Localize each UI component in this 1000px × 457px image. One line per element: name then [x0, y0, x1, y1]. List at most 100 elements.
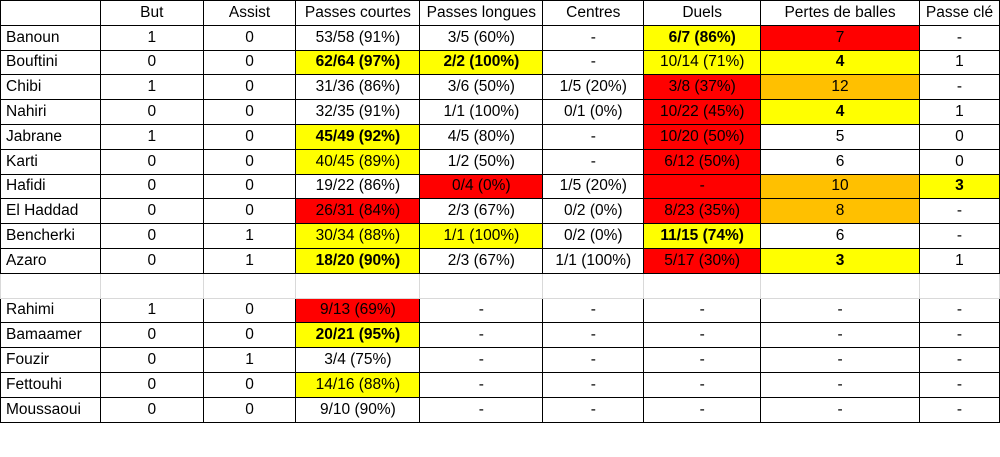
passe-cle-cell[interactable]: -: [918, 24, 1000, 51]
assist-cell[interactable]: 0: [202, 148, 297, 175]
passe-cle-cell[interactable]: -: [918, 74, 1000, 101]
passes-longues-cell[interactable]: 2/3 (67%): [419, 247, 544, 274]
player-name-cell[interactable]: Rahimi: [0, 297, 101, 324]
duels-cell[interactable]: 8/23 (35%): [643, 198, 762, 225]
passes-longues-cell[interactable]: -: [419, 297, 544, 324]
passes-courtes-cell[interactable]: 32/35 (91%): [295, 99, 421, 125]
assist-cell[interactable]: 0: [202, 173, 297, 200]
passes-courtes-cell[interactable]: 9/10 (90%): [295, 396, 421, 423]
passes-courtes-cell[interactable]: 3/4 (75%): [295, 347, 421, 373]
duels-cell[interactable]: -: [643, 297, 762, 324]
passes-longues-cell[interactable]: -: [419, 396, 544, 423]
player-name-cell[interactable]: Banoun: [0, 24, 101, 51]
passes-longues-cell[interactable]: 0/4 (0%): [419, 173, 544, 200]
duels-cell[interactable]: -: [643, 347, 762, 373]
but-cell[interactable]: 0: [99, 247, 204, 274]
passes-courtes-cell[interactable]: 45/49 (92%): [295, 123, 421, 150]
pertes-de-balles-cell[interactable]: 10: [760, 173, 920, 200]
passes-longues-cell[interactable]: 1/1 (100%): [419, 223, 544, 249]
passe-cle-cell[interactable]: -: [918, 347, 1000, 373]
passes-courtes-cell[interactable]: 18/20 (90%): [295, 247, 421, 274]
duels-cell[interactable]: -: [643, 322, 762, 349]
centres-cell[interactable]: 1/5 (20%): [542, 173, 645, 200]
assist-cell[interactable]: 0: [202, 297, 297, 324]
assist-cell[interactable]: 0: [202, 49, 297, 76]
player-name-cell[interactable]: Nahiri: [0, 99, 101, 125]
header-passe-cle[interactable]: Passe clé: [918, 0, 1000, 26]
header-passes-longues[interactable]: Passes longues: [419, 0, 544, 26]
but-cell[interactable]: 0: [99, 198, 204, 225]
centres-cell[interactable]: -: [542, 297, 645, 324]
pertes-de-balles-cell[interactable]: -: [760, 347, 920, 373]
centres-cell[interactable]: -: [542, 123, 645, 150]
passes-courtes-cell[interactable]: 26/31 (84%): [295, 198, 421, 225]
player-name-cell[interactable]: Fettouhi: [0, 371, 101, 398]
but-cell[interactable]: 1: [99, 74, 204, 101]
centres-cell[interactable]: -: [542, 396, 645, 423]
pertes-de-balles-cell[interactable]: -: [760, 396, 920, 423]
passes-longues-cell[interactable]: 2/2 (100%): [419, 49, 544, 76]
centres-cell[interactable]: 0/1 (0%): [542, 99, 645, 125]
but-cell[interactable]: 0: [99, 49, 204, 76]
passes-longues-cell[interactable]: -: [419, 371, 544, 398]
passes-courtes-cell[interactable]: 62/64 (97%): [295, 49, 421, 76]
duels-cell[interactable]: 5/17 (30%): [643, 247, 762, 274]
passe-cle-cell[interactable]: 0: [918, 148, 1000, 175]
empty-cell[interactable]: [643, 272, 762, 299]
centres-cell[interactable]: -: [542, 49, 645, 76]
passes-courtes-cell[interactable]: 40/45 (89%): [295, 148, 421, 175]
but-cell[interactable]: 0: [99, 371, 204, 398]
pertes-de-balles-cell[interactable]: -: [760, 322, 920, 349]
pertes-de-balles-cell[interactable]: 4: [760, 49, 920, 76]
centres-cell[interactable]: 0/2 (0%): [542, 223, 645, 249]
header-pertes-de-balles[interactable]: Pertes de balles: [760, 0, 920, 26]
assist-cell[interactable]: 1: [202, 247, 297, 274]
player-name-cell[interactable]: Bencherki: [0, 223, 101, 249]
centres-cell[interactable]: 1/1 (100%): [542, 247, 645, 274]
but-cell[interactable]: 0: [99, 99, 204, 125]
assist-cell[interactable]: 0: [202, 371, 297, 398]
passes-courtes-cell[interactable]: 53/58 (91%): [295, 24, 421, 51]
header-duels[interactable]: Duels: [643, 0, 762, 26]
empty-cell[interactable]: [419, 272, 544, 299]
pertes-de-balles-cell[interactable]: 5: [760, 123, 920, 150]
but-cell[interactable]: 0: [99, 173, 204, 200]
centres-cell[interactable]: -: [542, 148, 645, 175]
player-name-cell[interactable]: Azaro: [0, 247, 101, 274]
player-name-cell[interactable]: Chibi: [0, 74, 101, 101]
but-cell[interactable]: 1: [99, 123, 204, 150]
but-cell[interactable]: 0: [99, 148, 204, 175]
passes-longues-cell[interactable]: 4/5 (80%): [419, 123, 544, 150]
player-name-cell[interactable]: Bamaamer: [0, 322, 101, 349]
duels-cell[interactable]: 10/22 (45%): [643, 99, 762, 125]
empty-cell[interactable]: [202, 272, 297, 299]
header-passes-courtes[interactable]: Passes courtes: [295, 0, 421, 26]
assist-cell[interactable]: 1: [202, 347, 297, 373]
passe-cle-cell[interactable]: 0: [918, 123, 1000, 150]
duels-cell[interactable]: 6/12 (50%): [643, 148, 762, 175]
empty-cell[interactable]: [295, 272, 421, 299]
header-corner[interactable]: [0, 0, 101, 26]
passe-cle-cell[interactable]: -: [918, 396, 1000, 423]
player-name-cell[interactable]: Karti: [0, 148, 101, 175]
passes-longues-cell[interactable]: -: [419, 322, 544, 349]
passes-courtes-cell[interactable]: 9/13 (69%): [295, 297, 421, 324]
but-cell[interactable]: 1: [99, 297, 204, 324]
centres-cell[interactable]: -: [542, 347, 645, 373]
duels-cell[interactable]: 10/20 (50%): [643, 123, 762, 150]
player-name-cell[interactable]: Fouzir: [0, 347, 101, 373]
passe-cle-cell[interactable]: -: [918, 297, 1000, 324]
header-but[interactable]: But: [99, 0, 204, 26]
passes-longues-cell[interactable]: -: [419, 347, 544, 373]
passes-courtes-cell[interactable]: 14/16 (88%): [295, 371, 421, 398]
pertes-de-balles-cell[interactable]: 6: [760, 148, 920, 175]
header-assist[interactable]: Assist: [202, 0, 297, 26]
passes-courtes-cell[interactable]: 20/21 (95%): [295, 322, 421, 349]
passes-courtes-cell[interactable]: 30/34 (88%): [295, 223, 421, 249]
assist-cell[interactable]: 0: [202, 24, 297, 51]
passe-cle-cell[interactable]: 3: [918, 173, 1000, 200]
assist-cell[interactable]: 0: [202, 396, 297, 423]
assist-cell[interactable]: 0: [202, 322, 297, 349]
pertes-de-balles-cell[interactable]: 3: [760, 247, 920, 274]
passe-cle-cell[interactable]: -: [918, 223, 1000, 249]
